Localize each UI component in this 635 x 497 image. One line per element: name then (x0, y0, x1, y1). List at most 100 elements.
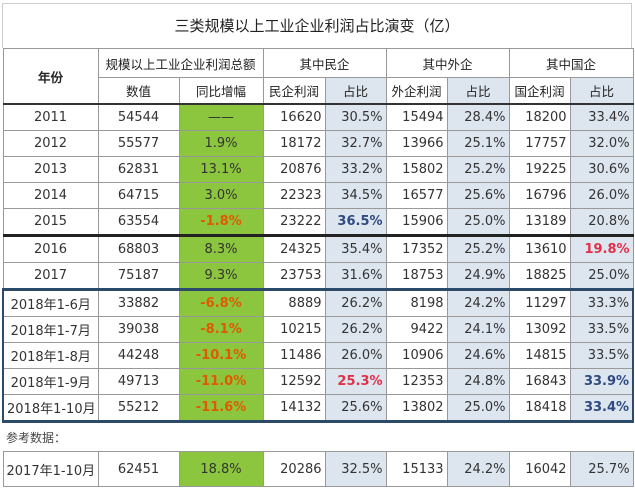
year-cell: 2015 (2, 208, 99, 236)
year-cell: 2017年1-10月 (2, 451, 99, 487)
value-cell: 68803 (97, 234, 180, 263)
value-cell: 62451 (97, 451, 180, 487)
private-share-cell: 32.7% (324, 130, 387, 157)
table-row: 2015 63554 -1.8% 23222 36.5% 15906 25.0% 13189 2… (2, 208, 634, 236)
foreign-share-cell: 24.1% (446, 316, 510, 343)
state-profit-cell: 11297 (508, 288, 571, 317)
private-share-cell: 34.5% (324, 182, 387, 209)
value-cell: 39038 (97, 316, 180, 343)
table-row: 2011 54544 —— 16620 30.5% 15494 28.4% 18200 33.4… (2, 103, 634, 131)
foreign-profit-cell: 12353 (385, 368, 448, 395)
year-cell: 2018年1-6月 (2, 288, 99, 317)
year-cell: 2018年1-9月 (2, 368, 99, 395)
foreign-share-cell: 24.6% (446, 342, 510, 369)
year-cell: 2018年1-8月 (2, 342, 99, 369)
reference-label-row: 参考数据： (3, 421, 634, 452)
foreign-profit-cell: 13802 (385, 394, 448, 423)
foreign-share-cell: 25.2% (446, 234, 510, 263)
growth-cell: -11.0% (178, 368, 264, 395)
foreign-share-cell: 25.0% (446, 208, 510, 236)
private-profit-cell: 20876 (262, 156, 326, 183)
table-row: 2016 68803 8.3% 24325 35.4% 17352 25.2% 13610 19… (2, 234, 634, 263)
private-profit-cell: 24325 (262, 234, 326, 263)
private-profit-cell: 12592 (262, 368, 326, 395)
private-share-cell: 26.2% (324, 288, 387, 317)
foreign-profit-cell: 18753 (385, 262, 448, 290)
state-share-cell: 33.3% (569, 288, 635, 317)
state-profit-cell: 16796 (508, 182, 571, 209)
foreign-share-cell: 24.8% (446, 368, 510, 395)
state-profit-cell: 18825 (508, 262, 571, 290)
growth-cell: -6.8% (178, 288, 264, 317)
year-cell: 2018年1-7月 (2, 316, 99, 343)
growth-cell: 18.8% (178, 451, 264, 487)
table-row: 2018年1-9月 49713 -11.0% 12592 25.3% 12353 24.8%… (2, 368, 635, 395)
private-profit-cell: 23222 (262, 208, 326, 236)
private-profit-cell: 20286 (262, 451, 326, 487)
growth-cell: 8.3% (178, 234, 264, 263)
state-share-cell: 20.8% (569, 208, 634, 236)
table-row: 2018年1-7月 39038 -8.1% 10215 26.2% 9422 24.1% 13… (2, 316, 635, 343)
private-share-cell: 31.6% (324, 262, 387, 290)
value-cell: 49713 (97, 368, 180, 395)
foreign-profit-cell: 10906 (385, 342, 448, 369)
year-cell: 2018年1-10月 (2, 394, 99, 423)
value-cell: 44248 (97, 342, 180, 369)
foreign-profit-cell: 16577 (385, 182, 448, 209)
foreign-profit-cell: 13966 (385, 130, 448, 157)
state-share-cell: 26.0% (569, 182, 634, 209)
table-row: 2017 75187 9.3% 23753 31.6% 18753 24.9% 18825 25… (2, 262, 634, 290)
value-cell: 75187 (97, 262, 180, 290)
foreign-share-cell: 25.0% (446, 394, 510, 423)
year-cell: 2012 (2, 130, 99, 157)
state-profit-cell: 16843 (508, 368, 571, 395)
state-profit-cell: 17757 (508, 130, 571, 157)
year-cell: 2013 (2, 156, 99, 183)
header-private-profit: 民企利润 (262, 77, 326, 105)
private-share-cell: 36.5% (324, 208, 387, 236)
foreign-share-cell: 24.2% (446, 451, 510, 487)
table-row: 2018年1-10月 55212 -11.6% 14132 25.6% 13802 25.0… (2, 394, 635, 423)
foreign-share-cell: 25.2% (446, 156, 510, 183)
foreign-profit-cell: 15802 (385, 156, 448, 183)
foreign-profit-cell: 15494 (385, 103, 448, 131)
state-share-cell: 33.4% (569, 103, 634, 131)
state-share-cell: 19.8% (569, 234, 634, 263)
header-state-share: 占比 (569, 77, 634, 105)
value-cell: 63554 (97, 208, 180, 236)
header-state: 其中国企 (508, 48, 634, 78)
foreign-profit-cell: 9422 (385, 316, 448, 343)
state-profit-cell: 13189 (508, 208, 571, 236)
state-share-cell: 33.4% (569, 394, 635, 423)
private-share-cell: 25.6% (324, 394, 387, 423)
header-total: 规模以上工业企业利润总额 (97, 48, 264, 78)
header-state-profit: 国企利润 (508, 77, 571, 105)
header-private-share: 占比 (324, 77, 387, 105)
year-cell: 2017 (2, 262, 99, 290)
header-foreign: 其中外企 (385, 48, 510, 78)
foreign-profit-cell: 15133 (385, 451, 448, 487)
profit-table: 年份 规模以上工业企业利润总额 其中民企 其中外企 其中国企 数值 同比增幅 民… (2, 48, 635, 487)
private-share-cell: 32.5% (324, 451, 387, 487)
state-profit-cell: 19225 (508, 156, 571, 183)
value-cell: 54544 (97, 103, 180, 131)
private-share-cell: 35.4% (324, 234, 387, 263)
foreign-share-cell: 28.4% (446, 103, 510, 131)
private-profit-cell: 23753 (262, 262, 326, 290)
header-private: 其中民企 (262, 48, 387, 78)
year-cell: 2016 (2, 234, 99, 263)
state-share-cell: 30.6% (569, 156, 634, 183)
state-share-cell: 33.5% (569, 342, 635, 369)
state-share-cell: 32.0% (569, 130, 634, 157)
year-cell: 2011 (2, 103, 99, 131)
private-profit-cell: 8889 (262, 288, 326, 317)
private-share-cell: 26.2% (324, 316, 387, 343)
growth-cell: -10.1% (178, 342, 264, 369)
growth-cell: -11.6% (178, 394, 264, 423)
table-row: 2014 64715 3.0% 22323 34.5% 16577 25.6% 16796 26… (2, 182, 634, 209)
private-share-cell: 30.5% (324, 103, 387, 131)
private-profit-cell: 16620 (262, 103, 326, 131)
state-profit-cell: 18418 (508, 394, 571, 423)
table-row: 2012 55577 1.9% 18172 32.7% 13966 25.1% 17757 32… (2, 130, 634, 157)
foreign-share-cell: 24.9% (446, 262, 510, 290)
